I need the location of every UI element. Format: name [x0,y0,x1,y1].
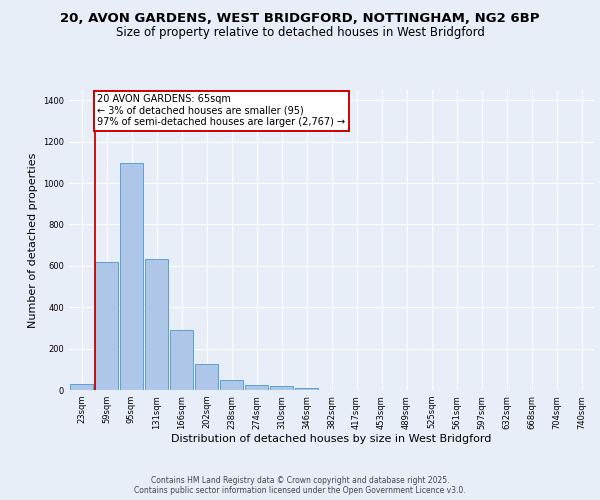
Bar [220,380,243,390]
Bar [195,364,218,390]
Bar [95,262,118,390]
Y-axis label: Number of detached properties: Number of detached properties [28,152,38,328]
Bar [120,164,143,390]
Bar [145,258,168,390]
Text: 20 AVON GARDENS: 65sqm
← 3% of detached houses are smaller (95)
97% of semi-deta: 20 AVON GARDENS: 65sqm ← 3% of detached … [97,94,346,128]
X-axis label: Distribution of detached houses by size in West Bridgford: Distribution of detached houses by size … [172,434,491,444]
Text: Size of property relative to detached houses in West Bridgford: Size of property relative to detached ho… [116,26,484,39]
Bar [170,330,193,390]
Text: Contains HM Land Registry data © Crown copyright and database right 2025.
Contai: Contains HM Land Registry data © Crown c… [134,476,466,495]
Bar [270,386,293,390]
Bar [70,384,93,390]
Bar [245,385,268,390]
Bar [295,388,318,390]
Text: 20, AVON GARDENS, WEST BRIDGFORD, NOTTINGHAM, NG2 6BP: 20, AVON GARDENS, WEST BRIDGFORD, NOTTIN… [60,12,540,26]
